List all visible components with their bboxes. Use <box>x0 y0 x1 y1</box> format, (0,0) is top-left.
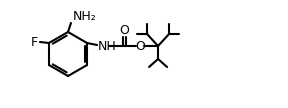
Text: O: O <box>120 25 130 37</box>
Text: NH: NH <box>98 40 117 52</box>
Text: O: O <box>135 40 145 52</box>
Text: F: F <box>31 36 37 48</box>
Text: NH₂: NH₂ <box>73 10 97 24</box>
